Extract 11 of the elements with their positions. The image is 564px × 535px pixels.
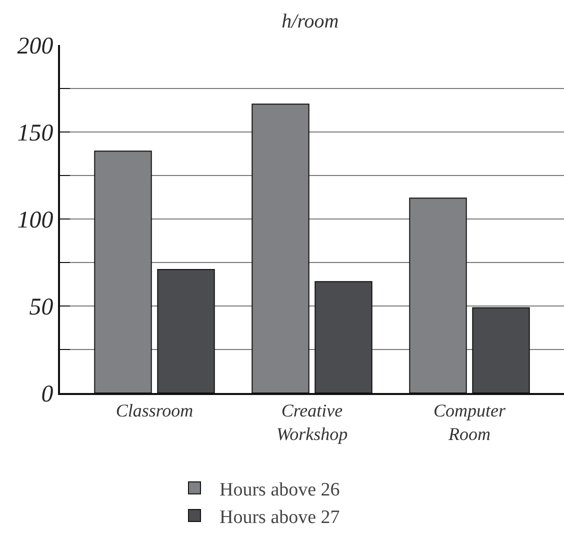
y-tick-label: 0 xyxy=(41,381,54,408)
legend-label: Hours above 26 xyxy=(220,479,340,500)
chart-title: h/room xyxy=(282,10,339,32)
x-tick-label: Computer Room xyxy=(434,400,506,444)
y-tick-label: 100 xyxy=(17,207,54,234)
y-tick-label: 150 xyxy=(17,120,54,146)
y-tick-label: 200 xyxy=(17,33,54,60)
y-tick-label: 50 xyxy=(29,294,54,320)
x-tick-label: Creative Workshop xyxy=(276,400,348,444)
x-tick-label: Classroom xyxy=(116,400,194,421)
legend-label: Hours above 27 xyxy=(220,506,340,528)
